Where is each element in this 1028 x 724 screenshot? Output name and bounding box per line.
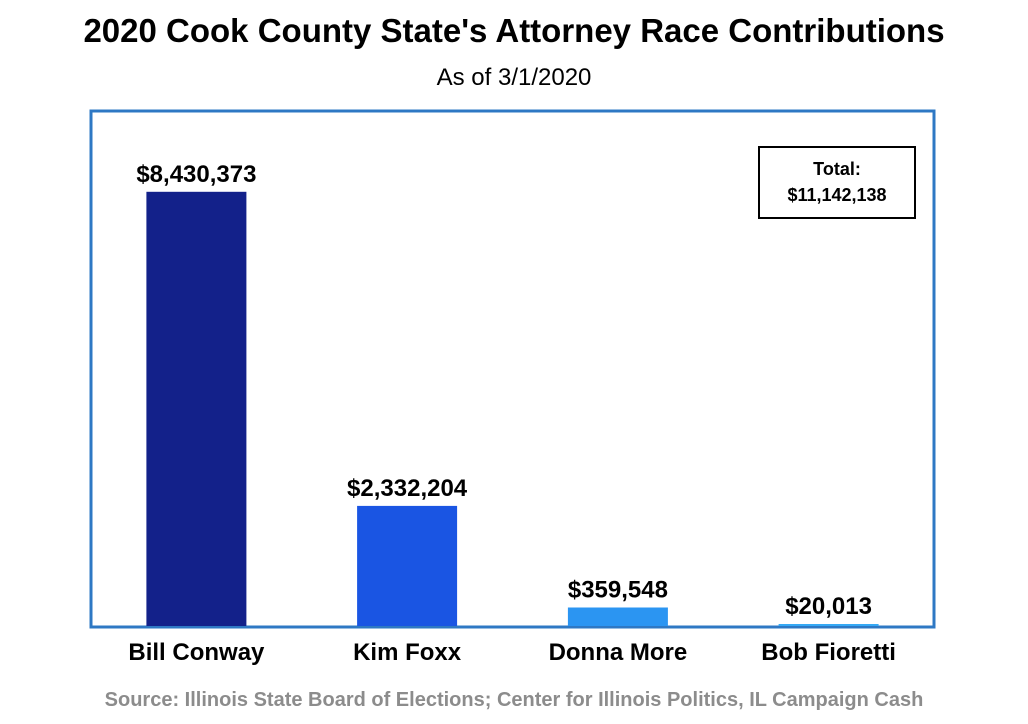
- category-label-bob-fioretti: Bob Fioretti: [761, 639, 896, 666]
- category-label-bill-conway: Bill Conway: [128, 639, 265, 666]
- bar-bob-fioretti: [778, 624, 879, 626]
- data-label-bob-fioretti: $20,013: [785, 593, 872, 620]
- bars-layer: [146, 191, 879, 627]
- category-label-donna-more: Donna More: [549, 639, 688, 666]
- bar-bill-conway: [146, 191, 247, 627]
- category-label-kim-foxx: Kim Foxx: [353, 639, 462, 666]
- total-annotation: Total: $11,142,138: [758, 146, 916, 219]
- total-annotation-box: [758, 146, 916, 219]
- data-label-bill-conway: $8,430,373: [136, 161, 256, 188]
- bar-kim-foxx: [357, 505, 458, 626]
- chart-subtitle: As of 3/1/2020: [436, 64, 592, 91]
- categories-layer: Bill Conway Kim Foxx Donna More Bob Fiorett…: [128, 639, 896, 666]
- chart-title: 2020 Cook County State's Attorney Race C…: [83, 12, 945, 49]
- labels-layer: $8,430,373 $2,332,204 $359,548 $20,013: [136, 161, 872, 620]
- total-annotation-value: $11,142,138: [787, 185, 886, 205]
- bar-donna-more: [567, 607, 668, 626]
- source-note: Source: Illinois State Board of Election…: [104, 689, 924, 711]
- data-label-donna-more: $359,548: [568, 577, 668, 604]
- total-annotation-title: Total:: [813, 159, 861, 179]
- data-label-kim-foxx: $2,332,204: [347, 475, 468, 502]
